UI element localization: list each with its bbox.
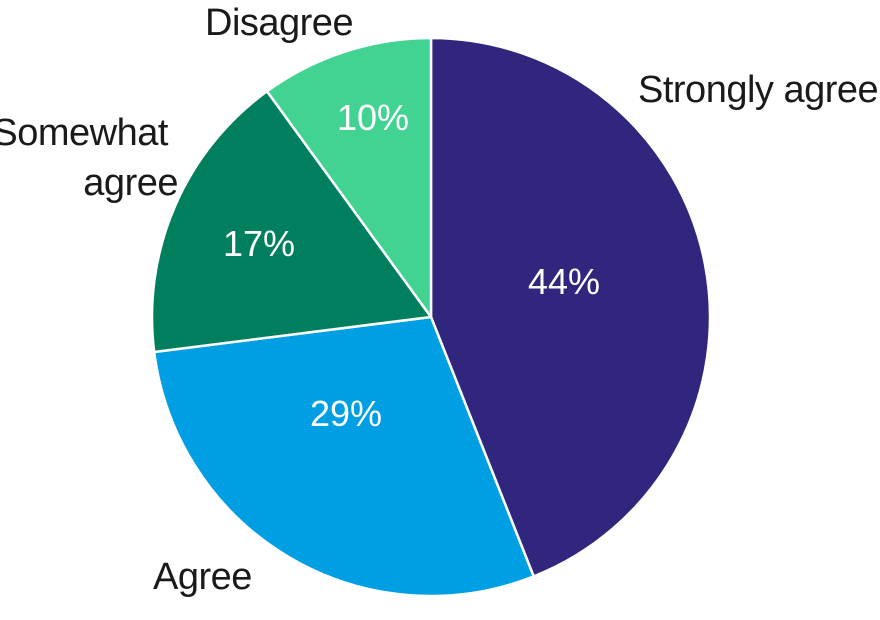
- category-label-disagree: Disagree: [205, 2, 353, 44]
- slice-percent-label-disagree: 10%: [337, 97, 409, 138]
- category-label-somewhat-agree-line-1: Somewhat: [0, 112, 169, 154]
- category-label-strongly-agree: Strongly agree: [638, 69, 878, 111]
- category-label-agree: Agree: [153, 556, 252, 598]
- pie-slice-strongly-agree: [429, 36, 712, 578]
- slice-percent-label-agree: 29%: [310, 393, 382, 434]
- slice-percent-label-somewhat-agree: 17%: [223, 223, 295, 264]
- pie-slice-disagree: [265, 36, 433, 319]
- pie-slice-agree: [152, 315, 535, 598]
- pie-slices: [150, 36, 712, 598]
- category-label-somewhat-agree: Somewhat agree: [0, 112, 178, 204]
- category-label-somewhat-agree-line-2: agree: [83, 162, 178, 204]
- pie-slice-somewhat-agree: [150, 90, 433, 354]
- slice-percent-label-strongly-agree: 44%: [528, 261, 600, 302]
- category-labels: Strongly agree Agree Somewhat agree Disa…: [0, 2, 879, 598]
- percent-labels: 44% 29% 17% 10%: [223, 97, 600, 434]
